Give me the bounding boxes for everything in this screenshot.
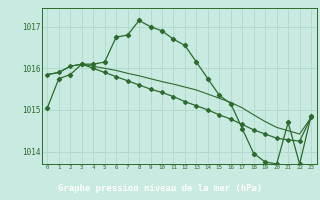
Text: Graphe pression niveau de la mer (hPa): Graphe pression niveau de la mer (hPa) [58, 184, 262, 193]
